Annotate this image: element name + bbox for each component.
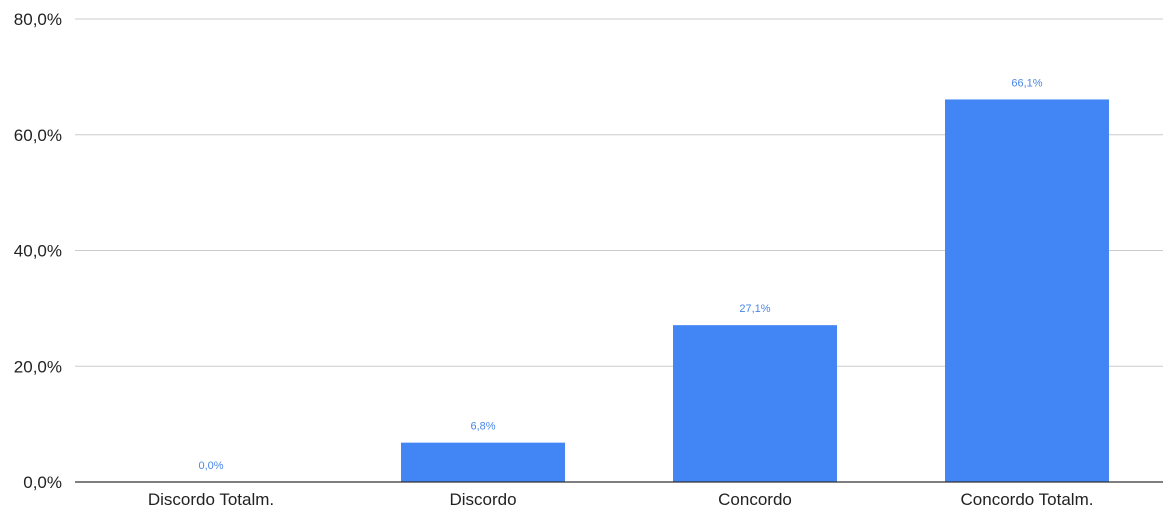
data-label: 6,8% xyxy=(470,421,495,433)
bar xyxy=(401,442,565,482)
y-tick-label: 20,0% xyxy=(14,357,62,376)
x-category-label: Discordo Totalm. xyxy=(148,490,274,508)
y-tick-label: 80,0% xyxy=(14,10,62,29)
y-tick-label: 40,0% xyxy=(14,242,62,261)
bars xyxy=(401,99,1109,482)
data-label: 0,0% xyxy=(198,460,223,472)
data-label: 27,1% xyxy=(739,303,770,315)
data-label: 66,1% xyxy=(1011,77,1042,89)
x-category-label: Discordo xyxy=(449,490,516,508)
y-axis-tick-labels: 0,0% 20,0% 40,0% 60,0% 80,0% xyxy=(14,10,62,492)
y-tick-label: 60,0% xyxy=(14,126,62,145)
bar xyxy=(673,325,837,482)
data-labels: 0,0% 6,8% 27,1% 66,1% xyxy=(198,77,1042,472)
x-category-label: Concordo xyxy=(718,490,792,508)
x-category-label: Concordo Totalm. xyxy=(961,490,1094,508)
bar xyxy=(945,99,1109,482)
y-tick-label: 0,0% xyxy=(23,473,62,492)
x-axis-category-labels: Discordo Totalm. Discordo Concordo Concordo… xyxy=(148,490,1094,508)
